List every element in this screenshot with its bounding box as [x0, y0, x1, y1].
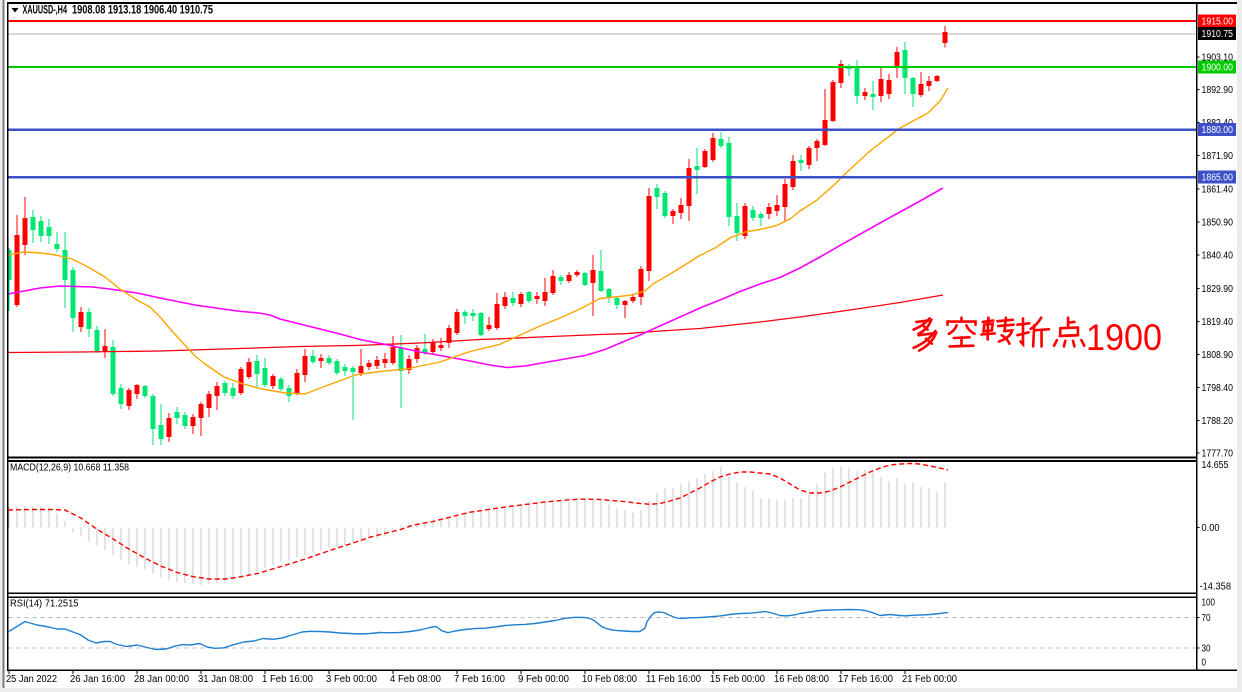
svg-text:7 Feb 16:00: 7 Feb 16:00	[454, 674, 505, 685]
svg-text:10 Feb 08:00: 10 Feb 08:00	[582, 674, 637, 685]
svg-text:RSI(14) 71.2515: RSI(14) 71.2515	[10, 599, 79, 610]
svg-text:25 Jan 2022: 25 Jan 2022	[6, 674, 57, 685]
svg-text:1861.40: 1861.40	[1202, 184, 1234, 195]
svg-text:31 Jan 08:00: 31 Jan 08:00	[198, 674, 253, 685]
svg-text:1915.00: 1915.00	[1202, 16, 1234, 27]
svg-text:15 Feb 00:00: 15 Feb 00:00	[710, 674, 765, 685]
svg-text:1908.08 1913.18 1906.40 1910.7: 1908.08 1913.18 1906.40 1910.75	[72, 5, 213, 17]
svg-text:1850.90: 1850.90	[1202, 218, 1234, 229]
svg-text:1880.00: 1880.00	[1202, 125, 1234, 136]
svg-text:17 Feb 16:00: 17 Feb 16:00	[838, 674, 893, 685]
svg-text:4 Feb 08:00: 4 Feb 08:00	[390, 674, 441, 685]
svg-text:11 Feb 16:00: 11 Feb 16:00	[646, 674, 701, 685]
svg-text:1819.40: 1819.40	[1202, 317, 1234, 328]
svg-text:70: 70	[1202, 613, 1211, 624]
svg-text:1808.90: 1808.90	[1202, 350, 1234, 361]
svg-text:1910.75: 1910.75	[1202, 29, 1234, 40]
svg-text:1 Feb 16:00: 1 Feb 16:00	[262, 674, 313, 685]
svg-text:21 Feb 00:00: 21 Feb 00:00	[902, 674, 957, 685]
svg-text:-14.358: -14.358	[1200, 582, 1232, 593]
svg-text:9 Feb 00:00: 9 Feb 00:00	[518, 674, 569, 685]
svg-text:1900.00: 1900.00	[1202, 63, 1234, 74]
svg-text:3 Feb 00:00: 3 Feb 00:00	[326, 674, 377, 685]
svg-text:1777.70: 1777.70	[1202, 448, 1234, 459]
svg-text:1903.10: 1903.10	[1202, 53, 1234, 64]
svg-text:1900: 1900	[1086, 317, 1162, 358]
svg-text:1829.90: 1829.90	[1202, 284, 1234, 295]
svg-text:14.655: 14.655	[1202, 460, 1229, 471]
svg-text:1892.90: 1892.90	[1202, 85, 1234, 96]
svg-text:MACD(12,26,9) 10.668 11.358: MACD(12,26,9) 10.668 11.358	[10, 463, 129, 474]
svg-text:XAUUSD-,H4: XAUUSD-,H4	[23, 5, 68, 17]
svg-text:1871.90: 1871.90	[1202, 151, 1234, 162]
svg-text:1840.40: 1840.40	[1202, 251, 1234, 262]
svg-text:26 Jan 16:00: 26 Jan 16:00	[70, 674, 125, 685]
svg-text:0.00: 0.00	[1202, 523, 1220, 534]
svg-text:28 Jan 00:00: 28 Jan 00:00	[134, 674, 189, 685]
svg-text:0: 0	[1202, 658, 1207, 669]
svg-text:16 Feb 08:00: 16 Feb 08:00	[774, 674, 829, 685]
svg-text:30: 30	[1202, 644, 1211, 655]
svg-text:1865.00: 1865.00	[1202, 173, 1234, 184]
svg-text:1788.20: 1788.20	[1202, 416, 1234, 427]
svg-text:1798.40: 1798.40	[1202, 383, 1234, 394]
svg-text:100: 100	[1202, 598, 1216, 609]
